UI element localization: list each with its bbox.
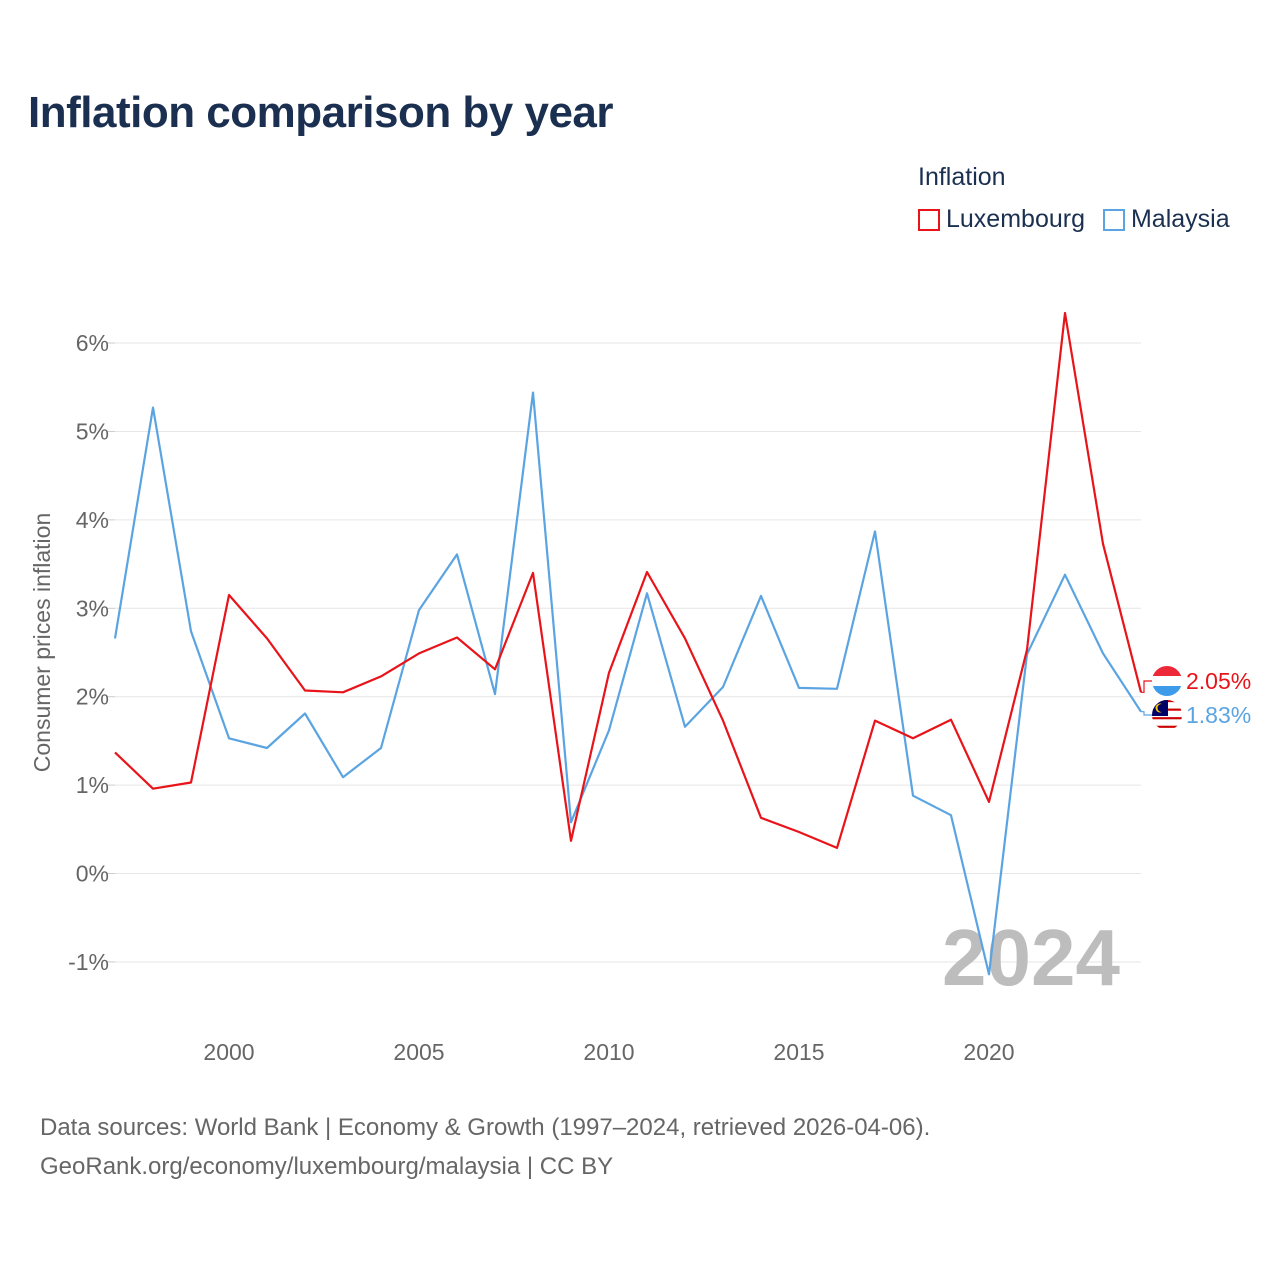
footer-sources: Data sources: World Bank | Economy & Gro… xyxy=(40,1114,931,1141)
legend-title: Inflation xyxy=(918,163,1006,191)
y-tick-label: 0% xyxy=(76,861,109,887)
series-line-malaysia xyxy=(113,391,1142,976)
x-tick-label: 2010 xyxy=(583,1039,634,1065)
y-tick-label: 6% xyxy=(76,330,109,356)
footer-url[interactable]: GeoRank.org/economy/luxembourg/malaysia … xyxy=(40,1153,614,1180)
y-tick-label: 3% xyxy=(76,595,109,621)
y-tick-label: 1% xyxy=(76,772,109,798)
footer: Data sources: World Bank | Economy & Gro… xyxy=(40,1108,930,1186)
y-axis-label: Consumer prices inflation xyxy=(29,513,55,773)
y-tick-label: -1% xyxy=(68,949,109,975)
end-connector-luxembourg xyxy=(1141,680,1153,693)
x-tick-label: 2020 xyxy=(963,1039,1014,1065)
year-watermark: 2024 xyxy=(942,913,1120,1002)
end-label-malaysia: 1.83% xyxy=(1186,702,1251,728)
x-tick-label: 2005 xyxy=(393,1039,444,1065)
end-label-luxembourg: 2.05% xyxy=(1186,668,1251,694)
chart-title: Inflation comparison by year xyxy=(28,88,614,137)
flag-icon-luxembourg xyxy=(1152,666,1182,696)
flag-icon-malaysia xyxy=(1152,700,1182,728)
y-tick-label: 5% xyxy=(76,418,109,444)
legend-item-luxembourg[interactable]: Luxembourg xyxy=(918,205,1085,234)
legend: Luxembourg Malaysia xyxy=(918,205,1230,234)
legend-swatch-luxembourg xyxy=(918,208,940,231)
legend-label-luxembourg: Luxembourg xyxy=(946,205,1085,233)
legend-label-malaysia: Malaysia xyxy=(1130,205,1230,233)
y-tick-label: 4% xyxy=(76,507,109,533)
x-tick-label: 2000 xyxy=(203,1039,254,1065)
y-tick-label: 2% xyxy=(76,684,109,710)
series-line-luxembourg xyxy=(114,311,1143,850)
x-tick-label: 2015 xyxy=(773,1039,824,1065)
legend-swatch-malaysia xyxy=(1102,208,1125,231)
legend-item-malaysia[interactable]: Malaysia xyxy=(1102,205,1230,234)
end-connector-malaysia xyxy=(1141,711,1153,716)
